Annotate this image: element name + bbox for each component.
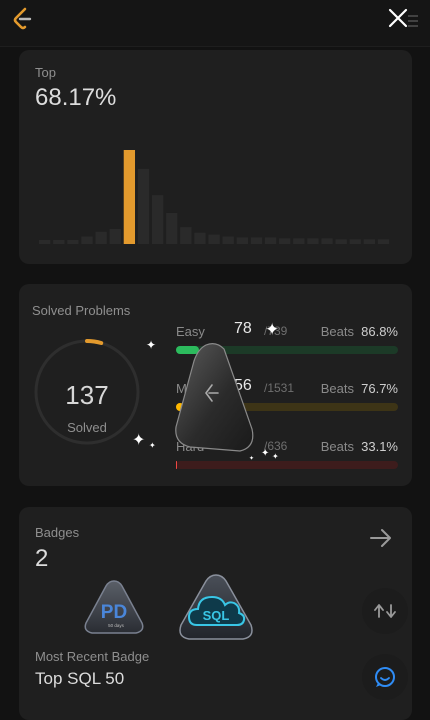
histogram-bar: [151, 195, 164, 244]
beats-label: Beats: [320, 324, 354, 339]
histogram-bar: [180, 227, 192, 244]
sparkle-icon: ✦: [149, 441, 156, 450]
difficulty-total: /739: [264, 324, 288, 338]
histogram-bar-highlight: [123, 150, 136, 244]
sparkle-icon: ✦: [132, 432, 146, 449]
sparkle-icon: ✦: [146, 338, 157, 352]
histogram-bar: [95, 231, 107, 244]
badge-pd-icon[interactable]: PD 50 days: [83, 579, 145, 639]
histogram-bar: [293, 238, 305, 244]
difficulty-progress-fill: [176, 461, 178, 469]
chat-button[interactable]: [362, 654, 408, 700]
histogram-bar: [264, 237, 277, 244]
solved-label: Solved: [67, 420, 107, 435]
difficulty-solved: 78: [234, 320, 252, 337]
histogram-bar: [194, 232, 206, 244]
histogram-bar: [349, 239, 361, 244]
total-solved-count: 137: [65, 380, 109, 410]
most-recent-badge-name: Top SQL 50: [35, 669, 125, 688]
chat-icon: [375, 667, 395, 687]
badges-count: 2: [35, 545, 49, 572]
difficulty-progress-fill: [176, 403, 185, 411]
badge-pd-abbr: PD: [101, 602, 127, 623]
solved-title: Solved Problems: [32, 303, 131, 318]
solved-ring: [34, 339, 140, 445]
difficulty-progress-fill: [176, 346, 200, 354]
leetcode-gem-icon: [175, 343, 254, 452]
difficulty-row-easy: Easy 78 /739 Beats 86.8%: [176, 320, 398, 354]
sparkle-icon: ✦: [265, 320, 280, 339]
beats-value: 86.8%: [361, 324, 398, 339]
difficulty-total: /636: [264, 439, 288, 453]
histogram-bar: [53, 240, 65, 244]
beats-label: Beats: [320, 381, 354, 396]
difficulty-progress-track: [176, 346, 398, 354]
top-bar: [0, 0, 430, 47]
difficulty-progress-track: [176, 461, 398, 469]
close-icon[interactable]: [386, 6, 410, 30]
histogram-bar: [363, 239, 376, 244]
beats-value: 33.1%: [361, 439, 398, 454]
top-percentile-value: 68.17%: [35, 84, 117, 111]
leetcode-logo-icon[interactable]: [10, 6, 36, 32]
most-recent-badge-label: Most Recent Badge: [35, 649, 150, 664]
histogram-bar: [279, 238, 291, 244]
switch-button[interactable]: [362, 588, 408, 634]
histogram-bar: [208, 234, 220, 244]
top-label: Top: [35, 65, 56, 80]
histogram-bar: [335, 239, 347, 244]
difficulty-total: /1531: [264, 381, 295, 395]
sparkle-icon: ✦: [272, 452, 279, 461]
badge-pd-sub: 50 days: [108, 623, 125, 628]
sparkle-icon: ✦: [249, 456, 255, 462]
switch-icon: [374, 604, 396, 618]
histogram-bar: [109, 228, 121, 244]
contest-histogram: [39, 150, 390, 244]
badge-sql-icon[interactable]: SQL: [177, 573, 255, 645]
sparkle-icon: ✦: [261, 448, 270, 459]
histogram-bar: [250, 237, 263, 244]
histogram-bar: [377, 239, 390, 244]
beats-value: 76.7%: [361, 381, 398, 396]
histogram-bar: [81, 236, 93, 244]
difficulty-name: Easy: [176, 324, 205, 339]
badges-title: Badges: [35, 525, 80, 540]
difficulty-progress-track: [176, 403, 398, 411]
top-percentile-card: Top 68.17%: [19, 50, 412, 264]
histogram-bar: [137, 168, 150, 244]
arrow-right-icon[interactable]: [368, 525, 394, 551]
badge-sql-abbr: SQL: [203, 608, 230, 623]
beats-label: Beats: [320, 439, 354, 454]
histogram-bar: [321, 238, 333, 244]
menu-icon: [408, 15, 418, 27]
histogram-bar: [236, 237, 248, 244]
badges-card: Badges 2 PD 50 days SQL Most Recent Badg…: [19, 507, 412, 720]
histogram-bar: [222, 236, 234, 244]
histogram-bar: [307, 238, 319, 244]
histogram-bar: [166, 212, 178, 244]
histogram-bar: [39, 240, 51, 244]
histogram-bar: [67, 240, 79, 244]
